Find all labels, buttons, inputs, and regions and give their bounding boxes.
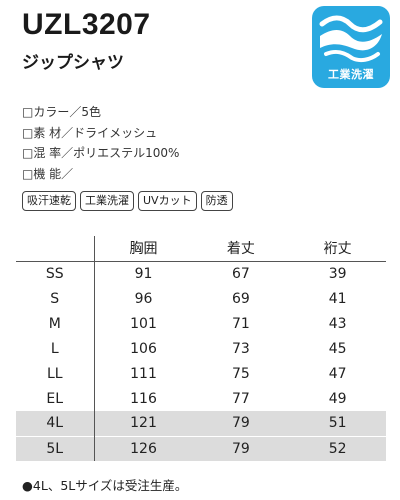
sleeve-value: 39 — [328, 265, 347, 282]
spec-material: □素 材／ドライメッシュ — [22, 125, 158, 140]
size-label: SS — [16, 261, 95, 286]
chest-value: 106 — [130, 340, 157, 357]
spec-color: □カラー／5色 — [22, 105, 101, 119]
chest-value: 126 — [94, 435, 193, 461]
spec-composition: □混 率／ポリエステル100% — [22, 146, 180, 160]
chest-value: 111 — [130, 365, 157, 382]
badge-label: 工業洗濯 — [328, 68, 374, 81]
length-value: 75 — [231, 365, 250, 382]
sleeve-value: 43 — [328, 315, 347, 332]
size-label: 5L — [16, 435, 95, 461]
length-value: 79 — [192, 435, 290, 461]
industrial-wash-badge: 工業洗濯 — [312, 6, 390, 88]
table-row: L 106 73 45 — [16, 336, 386, 361]
feature-tag-industrial-wash: 工業洗濯 — [80, 191, 134, 211]
size-label: S — [16, 286, 95, 311]
size-label: L — [16, 336, 95, 361]
water-wave-icon — [319, 15, 383, 63]
product-code: UZL3207 — [22, 8, 151, 41]
table-row: EL 116 77 49 — [16, 386, 386, 411]
length-value: 77 — [231, 390, 250, 407]
sleeve-value: 45 — [328, 340, 347, 357]
feature-tag-anti-see-through: 防透 — [200, 191, 233, 211]
feature-tag-quick-dry: 吸汗速乾 — [22, 191, 76, 211]
size-label: LL — [16, 361, 95, 386]
spec-function: □機 能／ — [22, 166, 74, 181]
made-to-order-note: ●4L、5Lサイズは受注生産。 — [22, 478, 188, 493]
header-sleeve: 裄丈 — [323, 241, 352, 258]
table-row: S 96 69 41 — [16, 286, 386, 311]
size-label: M — [16, 311, 95, 336]
size-label: EL — [16, 386, 95, 411]
sleeve-value: 41 — [328, 290, 347, 307]
chest-value: 121 — [94, 411, 193, 436]
header-size — [16, 236, 95, 261]
sleeve-value: 52 — [289, 435, 386, 461]
length-value: 71 — [231, 315, 250, 332]
feature-tag-uv-cut: UVカット — [138, 191, 197, 211]
size-label: 4L — [16, 411, 95, 436]
sleeve-value: 47 — [328, 365, 347, 382]
size-table: 胸囲 着丈 裄丈 SS 91 67 39 S 96 69 41 M 101 71… — [16, 236, 386, 461]
sleeve-value: 51 — [289, 411, 386, 436]
header-length: 着丈 — [226, 241, 255, 258]
length-value: 69 — [231, 290, 250, 307]
sleeve-value: 49 — [328, 390, 347, 407]
chest-value: 91 — [134, 265, 153, 282]
length-value: 67 — [231, 265, 250, 282]
product-name: ジップシャツ — [22, 53, 124, 73]
feature-tags: 吸汗速乾 工業洗濯 UVカット 防透 — [22, 191, 233, 211]
spec-list: □カラー／5色 □素 材／ドライメッシュ □混 率／ポリエステル100% □機 … — [22, 102, 179, 184]
length-value: 73 — [231, 340, 250, 357]
table-row-made-to-order: 4L 121 79 51 — [16, 411, 386, 436]
table-row: LL 111 75 47 — [16, 361, 386, 386]
table-row: M 101 71 43 — [16, 311, 386, 336]
length-value: 79 — [192, 411, 290, 436]
chest-value: 96 — [134, 290, 153, 307]
table-row: SS 91 67 39 — [16, 261, 386, 286]
chest-value: 101 — [130, 315, 157, 332]
header-chest: 胸囲 — [129, 241, 158, 258]
chest-value: 116 — [130, 390, 157, 407]
table-header-row: 胸囲 着丈 裄丈 — [16, 236, 386, 261]
table-row-made-to-order: 5L 126 79 52 — [16, 435, 386, 461]
